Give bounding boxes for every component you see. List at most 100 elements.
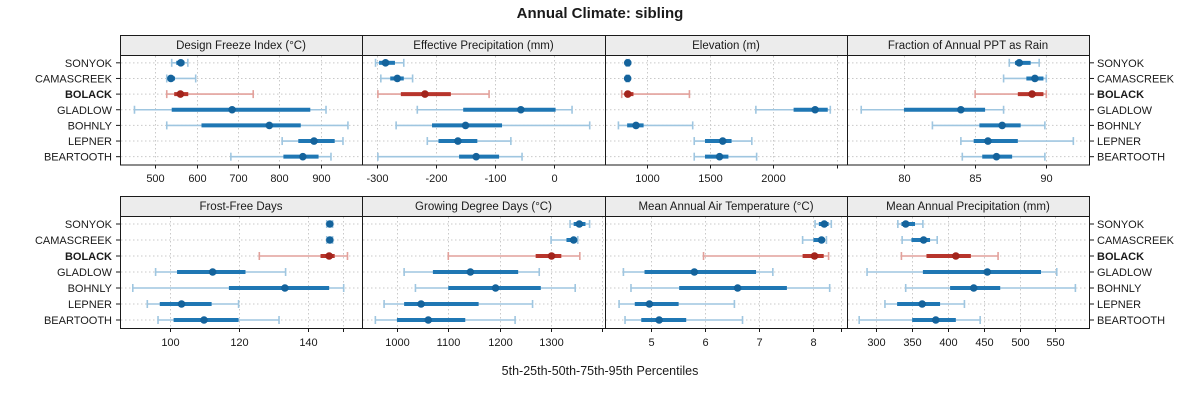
x-tick-label: 400: [939, 337, 957, 349]
median-dot: [177, 300, 186, 308]
site-label-left: SONYOK: [65, 58, 113, 70]
site-label-right: BOHNLY: [1097, 283, 1142, 295]
median-dot: [325, 252, 333, 260]
median-dot: [517, 105, 525, 114]
x-tick-label: 8: [810, 337, 816, 349]
median-dot: [310, 137, 318, 145]
panel-strip-title: Growing Degree Days (°C): [415, 201, 552, 213]
median-dot: [472, 152, 480, 161]
x-tick-label: 1100: [437, 337, 461, 349]
median-dot: [326, 220, 334, 228]
median-dot: [299, 152, 307, 161]
median-dot: [623, 74, 632, 83]
x-tick-label: -100: [484, 173, 506, 185]
panel-strip-title: Elevation (m): [692, 40, 760, 52]
site-label-left: SONYOK: [65, 219, 113, 231]
x-tick-label: 550: [1046, 337, 1064, 349]
median-dot: [931, 316, 940, 324]
site-label-left: BOLACK: [65, 89, 112, 101]
median-dot: [1031, 74, 1039, 83]
x-tick-label: 800: [270, 173, 288, 185]
x-tick-label: 140: [299, 337, 317, 349]
x-tick-label: 500: [146, 173, 164, 185]
median-dot: [984, 137, 992, 145]
median-dot: [983, 268, 992, 276]
x-tick-label: 100: [161, 337, 179, 349]
median-dot: [690, 268, 699, 276]
site-label-left: LEPNER: [68, 136, 112, 148]
site-label-left: BEARTOOTH: [44, 152, 112, 164]
median-dot: [969, 284, 978, 292]
median-dot: [918, 300, 926, 308]
median-dot: [547, 252, 556, 260]
x-tick-label: 0: [551, 173, 557, 185]
x-tick-label: 120: [230, 337, 248, 349]
site-label-right: CAMASCREEK: [1097, 235, 1175, 247]
chart-title: Annual Climate: sibling: [516, 5, 684, 22]
median-dot: [176, 90, 185, 98]
median-dot: [957, 105, 965, 114]
median-dot: [281, 284, 289, 292]
site-label-left: BEARTOOTH: [44, 315, 112, 327]
x-tick-label: 500: [1011, 337, 1029, 349]
median-dot: [1028, 90, 1036, 98]
chart-caption: 5th-25th-50th-75th-95th Percentiles: [501, 364, 699, 378]
median-dot: [733, 284, 742, 292]
site-label-right: LEPNER: [1097, 299, 1141, 311]
median-dot: [265, 121, 274, 130]
median-dot: [901, 220, 910, 228]
median-dot: [919, 236, 928, 244]
site-label-right: BOLACK: [1097, 251, 1144, 263]
site-label-right: LEPNER: [1097, 136, 1141, 148]
site-label-right: BEARTOOTH: [1097, 152, 1165, 164]
x-tick-label: 1000: [385, 337, 409, 349]
site-label-right: GLADLOW: [1097, 105, 1153, 117]
median-dot: [454, 137, 462, 145]
x-tick-label: 1000: [635, 173, 659, 185]
x-tick-label: 600: [188, 173, 206, 185]
site-label-left: CAMASCREEK: [35, 235, 113, 247]
median-dot: [491, 284, 500, 292]
median-dot: [466, 268, 475, 276]
median-dot: [1015, 59, 1024, 67]
median-dot: [167, 74, 175, 83]
median-dot: [575, 220, 584, 228]
median-dot: [623, 59, 632, 67]
panel-strip-title: Mean Annual Precipitation (mm): [886, 201, 1050, 213]
median-dot: [715, 152, 724, 161]
x-tick-label: 5: [648, 337, 654, 349]
x-tick-label: -200: [425, 173, 447, 185]
x-tick-label: 90: [1040, 173, 1052, 185]
median-dot: [569, 236, 578, 244]
panel-strip-title: Fraction of Annual PPT as Rain: [888, 40, 1048, 52]
site-label-right: SONYOK: [1097, 219, 1145, 231]
median-dot: [461, 121, 470, 130]
median-dot: [424, 316, 433, 324]
median-dot: [820, 220, 829, 228]
median-dot: [645, 300, 654, 308]
x-tick-label: 85: [969, 173, 981, 185]
site-label-left: BOHNLY: [68, 120, 113, 132]
x-tick-label: 450: [975, 337, 993, 349]
x-tick-label: 7: [756, 337, 762, 349]
median-dot: [200, 316, 208, 324]
x-tick-label: 1500: [698, 173, 722, 185]
site-label-left: LEPNER: [68, 299, 112, 311]
x-tick-label: 6: [702, 337, 708, 349]
panel-strip-title: Effective Precipitation (mm): [413, 40, 554, 52]
median-dot: [326, 236, 334, 244]
median-dot: [381, 59, 390, 67]
median-dot: [421, 90, 429, 98]
x-tick-label: 900: [312, 173, 330, 185]
site-label-right: BOLACK: [1097, 89, 1144, 101]
median-dot: [655, 316, 663, 324]
median-dot: [998, 121, 1006, 130]
site-label-left: BOHNLY: [68, 283, 113, 295]
median-dot: [177, 59, 185, 67]
median-dot: [228, 105, 236, 114]
x-tick-label: 1200: [488, 337, 512, 349]
panel-strip-title: Frost-Free Days: [199, 201, 282, 213]
median-dot: [952, 252, 960, 260]
x-tick-label: 300: [867, 337, 885, 349]
